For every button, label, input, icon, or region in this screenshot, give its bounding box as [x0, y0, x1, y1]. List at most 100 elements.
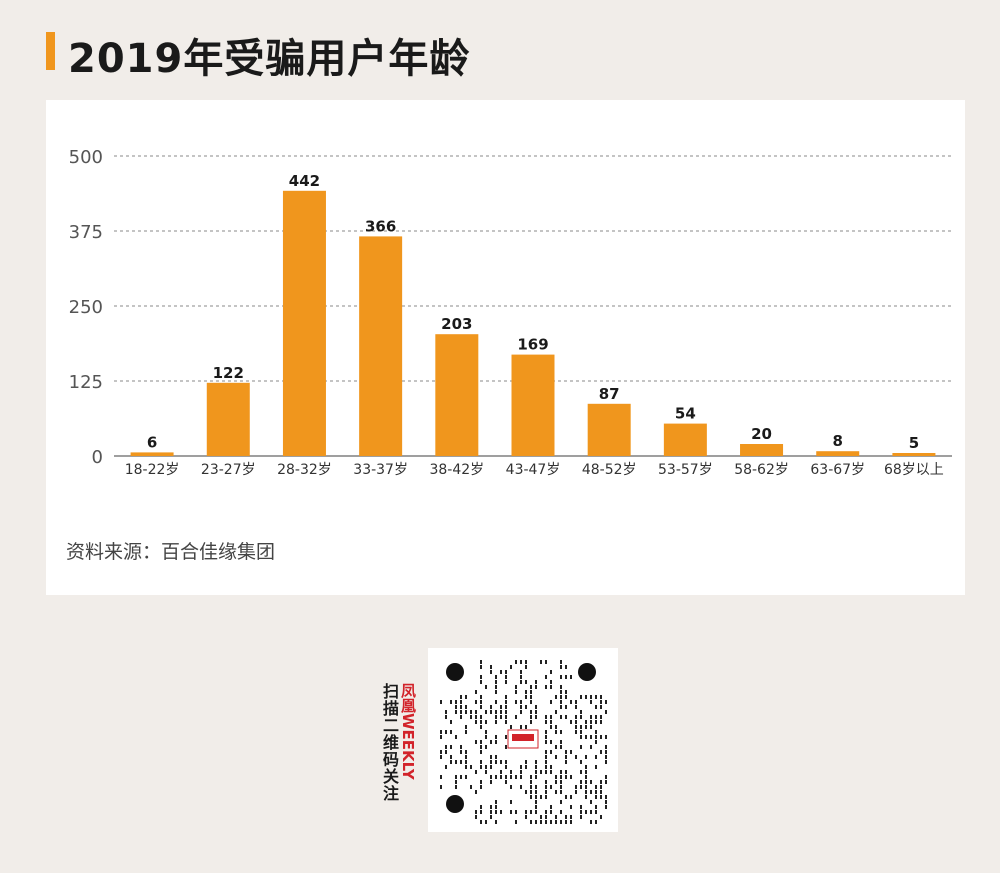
qr-module [485, 685, 487, 689]
qr-module [485, 710, 487, 714]
qr-module [460, 775, 462, 779]
qr-module [465, 750, 467, 754]
qr-module [585, 795, 587, 799]
qr-module [590, 720, 592, 724]
qr-module [490, 665, 492, 669]
qr-module [555, 775, 557, 779]
qr-module [450, 745, 452, 749]
qr-module [590, 800, 592, 804]
qr-module [535, 680, 537, 684]
qr-module [565, 675, 567, 679]
y-tick-label: 0 [92, 447, 103, 468]
data-label: 366 [365, 217, 396, 235]
qr-module [550, 785, 552, 789]
qr-module [530, 695, 532, 699]
qr-module [545, 820, 547, 824]
qr-module [560, 745, 562, 749]
qr-module [595, 735, 597, 739]
data-label: 6 [147, 433, 157, 451]
qr-module [560, 800, 562, 804]
qr-module [445, 730, 447, 734]
qr-module [585, 790, 587, 794]
qr-module [605, 750, 607, 754]
qr-module [495, 700, 497, 704]
qr-module [445, 715, 447, 719]
qr-module [525, 695, 527, 699]
qr-module [550, 810, 552, 814]
qr-brand: 凤凰WEEKLY [398, 683, 419, 780]
qr-module [475, 810, 477, 814]
qr-module [445, 745, 447, 749]
data-label: 169 [517, 336, 548, 354]
qr-module [440, 755, 442, 759]
qr-module [560, 700, 562, 704]
qr-module [455, 780, 457, 784]
qr-module [555, 815, 557, 819]
qr-module [595, 720, 597, 724]
qr-module [515, 775, 517, 779]
qr-module [505, 670, 507, 674]
qr-module [520, 700, 522, 704]
qr-module [595, 740, 597, 744]
bar [740, 444, 784, 456]
qr-module [600, 720, 602, 724]
qr-module [560, 740, 562, 744]
qr-module [545, 660, 547, 664]
bar [663, 423, 707, 456]
qr-module [505, 700, 507, 704]
qr-module [500, 705, 502, 709]
qr-module [545, 810, 547, 814]
qr-module [560, 685, 562, 689]
data-label: 8 [833, 432, 843, 450]
qr-module [515, 700, 517, 704]
qr-module [535, 805, 537, 809]
x-tick-label: 68岁以上 [884, 462, 944, 478]
qr-module [535, 710, 537, 714]
qr-module [550, 725, 552, 729]
qr-module [495, 775, 497, 779]
qr-code[interactable] [428, 648, 618, 832]
x-tick-label: 58-62岁 [734, 462, 789, 478]
qr-module [570, 750, 572, 754]
qr-module [540, 660, 542, 664]
qr-module [490, 760, 492, 764]
qr-module [560, 770, 562, 774]
qr-module [485, 770, 487, 774]
qr-module [560, 715, 562, 719]
qr-module [565, 755, 567, 759]
qr-module [485, 745, 487, 749]
qr-module [575, 705, 577, 709]
qr-module [535, 770, 537, 774]
bar [587, 403, 631, 456]
qr-module [545, 790, 547, 794]
qr-module [550, 715, 552, 719]
source-note: 资料来源：百合佳缘集团 [66, 541, 276, 563]
qr-module [480, 760, 482, 764]
qr-module [600, 785, 602, 789]
qr-module [520, 680, 522, 684]
qr-module [570, 720, 572, 724]
bar [282, 190, 326, 457]
qr-module [515, 810, 517, 814]
qr-module [590, 745, 592, 749]
qr-module [570, 775, 572, 779]
qr-module [470, 710, 472, 714]
qr-module [580, 715, 582, 719]
qr-module [495, 810, 497, 814]
qr-module [570, 815, 572, 819]
qr-locator [446, 795, 464, 813]
qr-module [570, 700, 572, 704]
qr-module [505, 765, 507, 769]
qr-module [490, 755, 492, 759]
qr-module [510, 800, 512, 804]
qr-module [530, 720, 532, 724]
x-tick-label: 18-22岁 [125, 462, 180, 478]
qr-code-icon [440, 660, 607, 824]
qr-module [550, 770, 552, 774]
qr-module [530, 715, 532, 719]
qr-module [460, 715, 462, 719]
qr-module [530, 795, 532, 799]
qr-module [580, 735, 582, 739]
qr-module [545, 720, 547, 724]
qr-module [535, 820, 537, 824]
